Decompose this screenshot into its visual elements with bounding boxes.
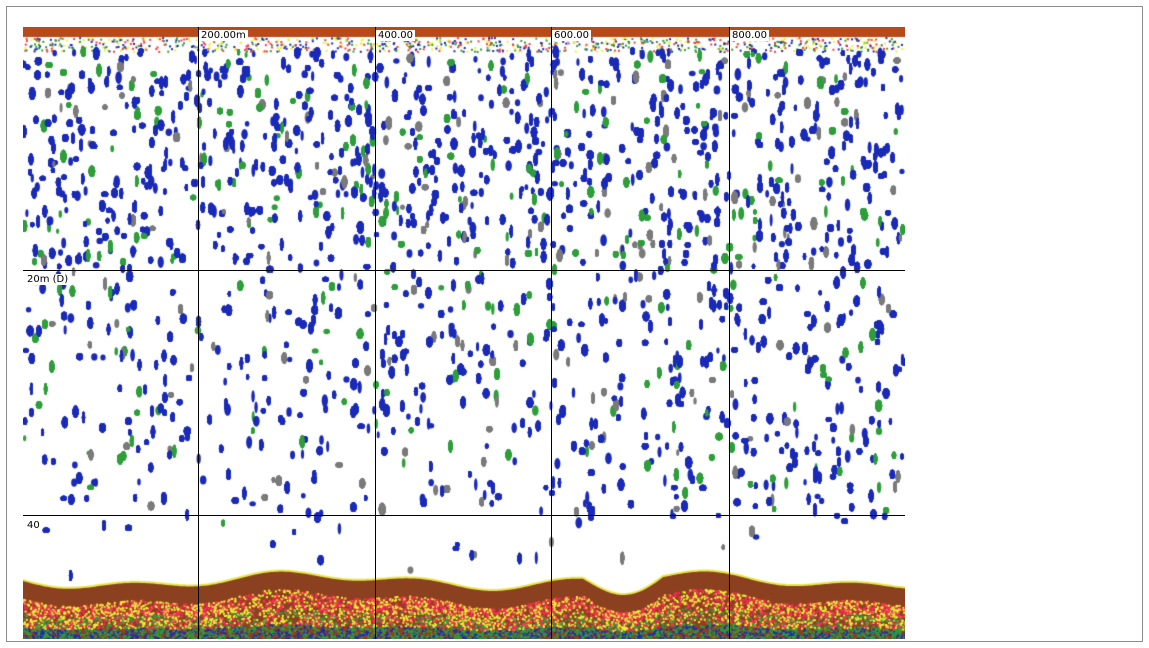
depth-label-20: 20m (D) <box>25 274 71 285</box>
echogram-canvas <box>23 27 905 639</box>
echogram-view[interactable]: 200.00m 400.00 600.00 800.00 20m (D) 40 <box>23 27 905 639</box>
depth-gridline <box>23 270 905 271</box>
range-label-200: 200.00m <box>199 30 248 41</box>
range-gridline <box>198 27 199 639</box>
range-label-600: 600.00 <box>552 30 591 41</box>
depth-label-40: 40 <box>25 520 42 531</box>
echogram-frame: 200.00m 400.00 600.00 800.00 20m (D) 40 <box>6 6 1143 642</box>
range-label-800: 800.00 <box>730 30 769 41</box>
depth-gridline <box>23 515 905 516</box>
range-label-400: 400.00 <box>376 30 415 41</box>
range-gridline <box>551 27 552 639</box>
range-gridline <box>375 27 376 639</box>
range-gridline <box>729 27 730 639</box>
